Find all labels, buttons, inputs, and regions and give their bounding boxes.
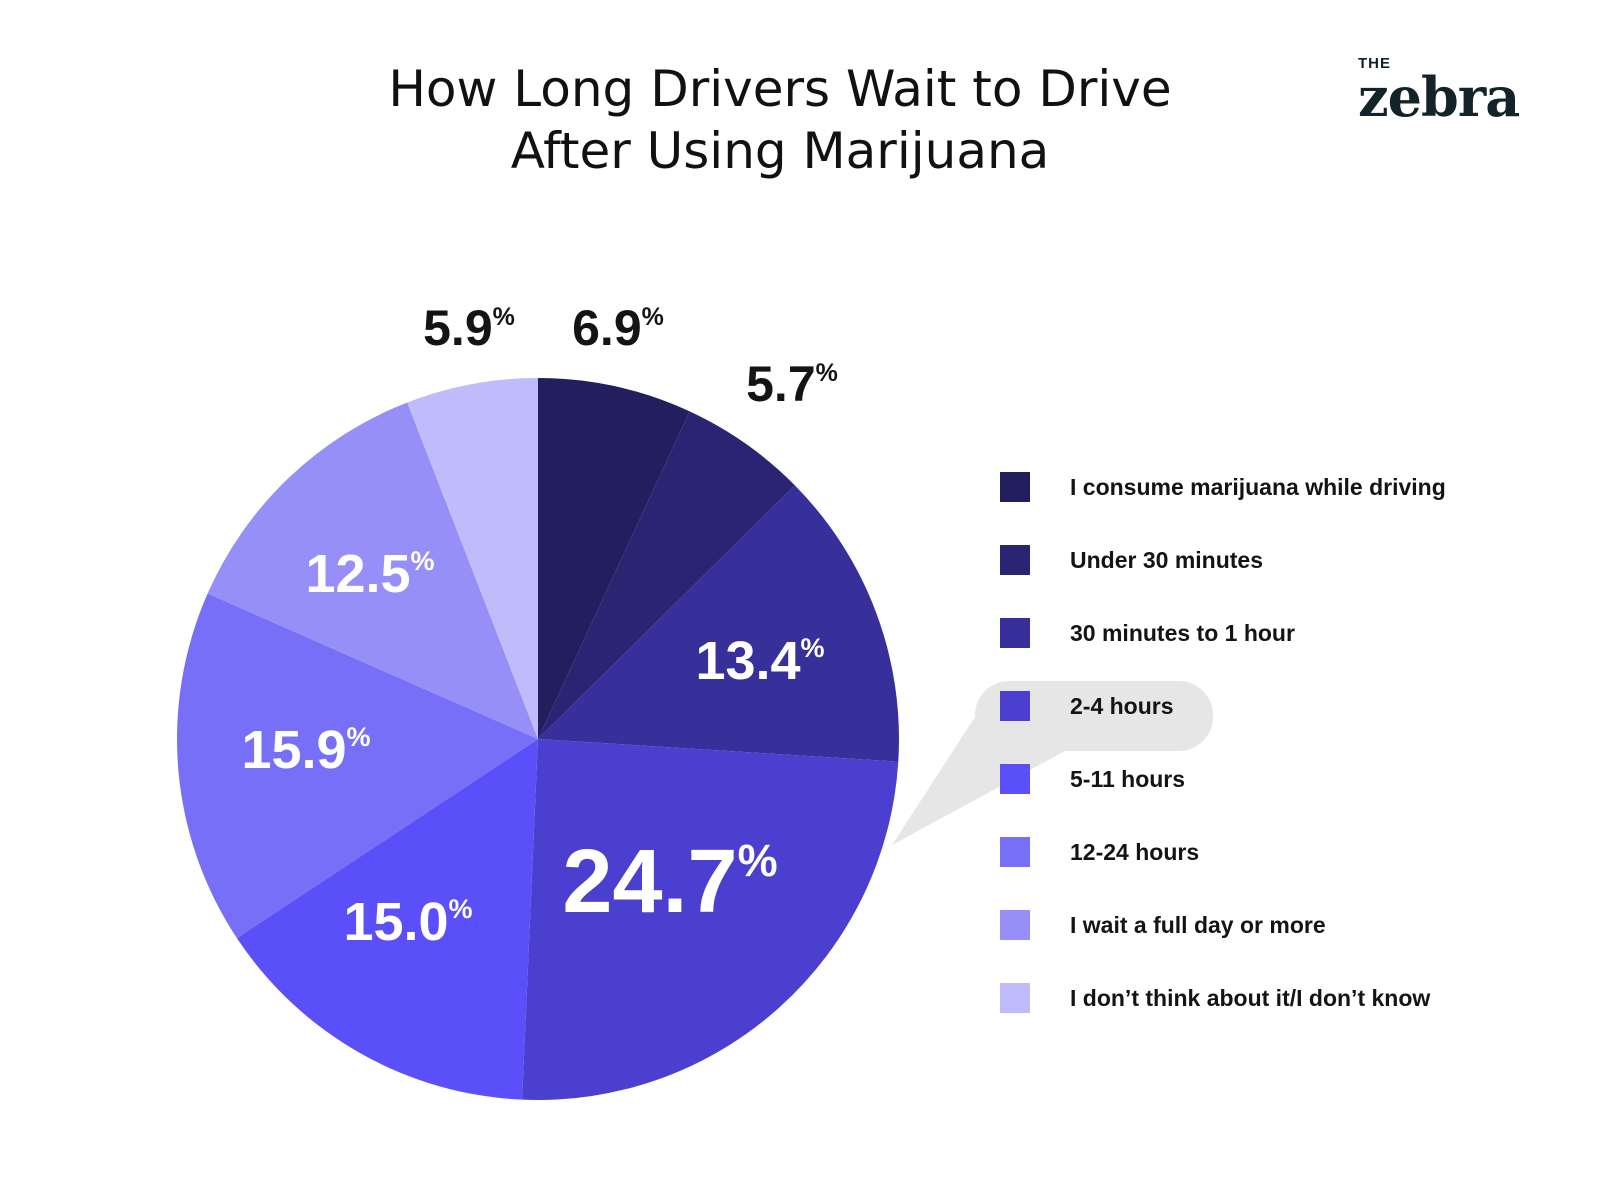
- pie-slice-5-11-hours: [236, 739, 538, 1100]
- slice-value-label-i-consume-marijuana-while-driving: 6.9%: [572, 300, 664, 356]
- pie-slice-i-don-t-think-about-it-i-don-t-know: [407, 378, 538, 739]
- zebra-logo: THE zebra: [1358, 55, 1520, 129]
- logo-the-text: THE: [1358, 55, 1391, 72]
- legend-item-i-consume-marijuana-while-driving: I consume marijuana while driving: [1000, 466, 1500, 539]
- slice-value-percent-sign: %: [738, 835, 778, 886]
- chart-title: How Long Drivers Wait to Drive After Usi…: [310, 58, 1250, 182]
- legend-swatch: [1000, 545, 1030, 575]
- slice-value-number: 13.4: [695, 631, 800, 691]
- legend-item-5-11-hours: 5-11 hours: [1000, 758, 1500, 831]
- slice-value-label-5-11-hours: 15.0%: [343, 892, 472, 952]
- pie-slice-under-30-minutes: [538, 411, 795, 739]
- slice-value-percent-sign: %: [493, 303, 515, 331]
- pie-slice-i-wait-a-full-day-or-more: [207, 402, 538, 739]
- slice-value-label-2-4-hours: 24.7%: [562, 832, 777, 932]
- legend-callout-highlight: [892, 681, 1213, 845]
- legend-item-2-4-hours: 2-4 hours: [1000, 685, 1500, 758]
- slice-value-percent-sign: %: [347, 722, 371, 752]
- legend-label: I consume marijuana while driving: [1070, 474, 1446, 500]
- legend-item-under-30-minutes: Under 30 minutes: [1000, 539, 1500, 612]
- legend-label: I wait a full day or more: [1070, 912, 1326, 938]
- legend-swatch: [1000, 983, 1030, 1013]
- logo-wordmark: zebra: [1358, 65, 1520, 129]
- chart-title-line-1: How Long Drivers Wait to Drive: [388, 60, 1172, 118]
- pie-slice-i-consume-marijuana-while-driving: [538, 378, 690, 739]
- legend-label: Under 30 minutes: [1070, 547, 1263, 573]
- slice-value-percent-sign: %: [801, 633, 825, 663]
- legend-swatch: [1000, 691, 1030, 721]
- legend-label: 30 minutes to 1 hour: [1070, 620, 1295, 646]
- slice-value-number: 5.7: [746, 356, 816, 412]
- pie-slice-12-24-hours: [176, 593, 538, 939]
- slice-value-number: 6.9: [572, 300, 642, 356]
- slice-value-percent-sign: %: [449, 894, 473, 924]
- pie-slices: [176, 378, 900, 1100]
- pie-slice-2-4-hours: [522, 739, 899, 1100]
- pie-value-labels: 6.9%5.7%13.4%24.7%15.0%15.9%12.5%5.9%: [241, 300, 837, 952]
- legend-item-i-don-t-think-about-it-i-don-t-know: I don’t think about it/I don’t know: [1000, 977, 1500, 1050]
- slice-value-number: 15.0: [343, 892, 448, 952]
- legend-swatch: [1000, 837, 1030, 867]
- legend-swatch: [1000, 910, 1030, 940]
- slice-value-number: 5.9: [423, 300, 493, 356]
- pie-slice-30-minutes-to-1-hour: [538, 485, 900, 762]
- slice-value-percent-sign: %: [411, 546, 435, 576]
- legend-label: 12-24 hours: [1070, 839, 1200, 865]
- slice-value-number: 15.9: [241, 720, 346, 780]
- legend-item-i-wait-a-full-day-or-more: I wait a full day or more: [1000, 904, 1500, 977]
- legend: I consume marijuana while driving Under 3…: [1000, 466, 1500, 1050]
- legend-swatch: [1000, 764, 1030, 794]
- legend-swatch: [1000, 472, 1030, 502]
- slice-value-label-under-30-minutes: 5.7%: [746, 356, 838, 412]
- legend-label: 5-11 hours: [1070, 766, 1186, 792]
- slice-value-label-i-don-t-think-about-it-i-don-t-know: 5.9%: [423, 300, 515, 356]
- legend-label: I don’t think about it/I don’t know: [1070, 985, 1431, 1011]
- slice-value-percent-sign: %: [642, 303, 664, 331]
- slice-value-label-i-wait-a-full-day-or-more: 12.5%: [305, 544, 434, 604]
- legend-label: 2-4 hours: [1070, 693, 1174, 719]
- legend-item-30-minutes-to-1-hour: 30 minutes to 1 hour: [1000, 612, 1500, 685]
- slice-value-percent-sign: %: [816, 359, 838, 387]
- slice-value-number: 24.7: [562, 832, 737, 932]
- slice-value-number: 12.5: [305, 544, 410, 604]
- chart-title-line-2: After Using Marijuana: [510, 122, 1050, 180]
- legend-item-12-24-hours: 12-24 hours: [1000, 831, 1500, 904]
- legend-swatch: [1000, 618, 1030, 648]
- slice-value-label-12-24-hours: 15.9%: [241, 720, 370, 780]
- slice-value-label-30-minutes-to-1-hour: 13.4%: [695, 631, 824, 691]
